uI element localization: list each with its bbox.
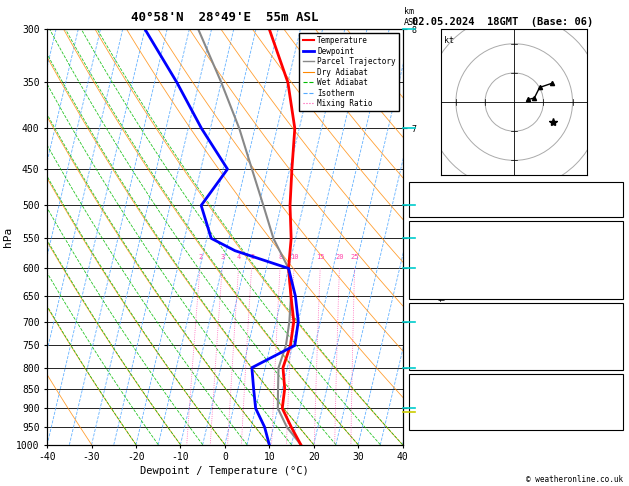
Text: 297°: 297° [598, 408, 619, 417]
Text: 40°58'N  28°49'E  55m ASL: 40°58'N 28°49'E 55m ASL [131, 11, 319, 24]
Text: SREH: SREH [413, 398, 434, 406]
Legend: Temperature, Dewpoint, Parcel Trajectory, Dry Adiabat, Wet Adiabat, Isotherm, Mi: Temperature, Dewpoint, Parcel Trajectory… [299, 33, 399, 111]
Text: CIN (J): CIN (J) [413, 359, 450, 367]
Y-axis label: hPa: hPa [3, 227, 13, 247]
Text: 10: 10 [608, 245, 619, 254]
Text: K: K [413, 185, 418, 193]
Text: 2: 2 [199, 254, 203, 260]
Text: Mixing Ratio (g/kg): Mixing Ratio (g/kg) [439, 255, 448, 343]
Text: 5: 5 [250, 254, 254, 260]
Text: 8: 8 [279, 254, 283, 260]
Text: -1: -1 [608, 387, 619, 396]
Text: Lifted Index: Lifted Index [413, 337, 477, 346]
Text: © weatheronline.co.uk: © weatheronline.co.uk [526, 474, 623, 484]
Text: CAPE (J): CAPE (J) [413, 277, 455, 286]
Text: 0: 0 [613, 348, 619, 357]
Text: 26: 26 [608, 185, 619, 193]
Text: CAPE (J): CAPE (J) [413, 348, 455, 357]
Text: 0: 0 [613, 277, 619, 286]
Text: StmDir: StmDir [413, 408, 445, 417]
Text: Pressure (mb): Pressure (mb) [413, 316, 482, 325]
Text: Temp (°C): Temp (°C) [413, 234, 461, 243]
Text: 2.15: 2.15 [598, 206, 619, 215]
Text: 32: 32 [608, 398, 619, 406]
Text: Most Unstable: Most Unstable [481, 305, 551, 314]
Text: θₑ(K): θₑ(K) [413, 256, 440, 264]
Text: 3: 3 [221, 254, 225, 260]
Text: Surface: Surface [497, 224, 535, 232]
Text: 311: 311 [603, 256, 619, 264]
Text: 20: 20 [335, 254, 344, 260]
Text: Dewp (°C): Dewp (°C) [413, 245, 461, 254]
X-axis label: Dewpoint / Temperature (°C): Dewpoint / Temperature (°C) [140, 467, 309, 476]
Text: Lifted Index: Lifted Index [413, 266, 477, 275]
Text: kt: kt [444, 36, 454, 46]
Text: 5: 5 [613, 266, 619, 275]
Text: 4: 4 [237, 254, 242, 260]
Text: θₑ (K): θₑ (K) [413, 327, 445, 335]
Text: 02.05.2024  18GMT  (Base: 06): 02.05.2024 18GMT (Base: 06) [412, 17, 593, 27]
Text: PW (cm): PW (cm) [413, 206, 450, 215]
Text: 15: 15 [608, 419, 619, 428]
Text: 25: 25 [351, 254, 359, 260]
Text: Hodograph: Hodograph [492, 376, 540, 385]
Text: CIN (J): CIN (J) [413, 288, 450, 296]
Text: StmSpd (kt): StmSpd (kt) [413, 419, 472, 428]
Text: 17.1: 17.1 [598, 234, 619, 243]
Text: km
ASL: km ASL [404, 7, 419, 27]
Text: 0: 0 [613, 359, 619, 367]
Text: EH: EH [413, 387, 423, 396]
Text: 15: 15 [316, 254, 325, 260]
Text: 0: 0 [613, 288, 619, 296]
Text: 3: 3 [613, 337, 619, 346]
Text: 1LCL: 1LCL [407, 408, 425, 417]
Text: 46: 46 [608, 195, 619, 204]
Text: 314: 314 [603, 327, 619, 335]
Text: Totals Totals: Totals Totals [413, 195, 482, 204]
Text: 10: 10 [291, 254, 299, 260]
Text: 750: 750 [603, 316, 619, 325]
